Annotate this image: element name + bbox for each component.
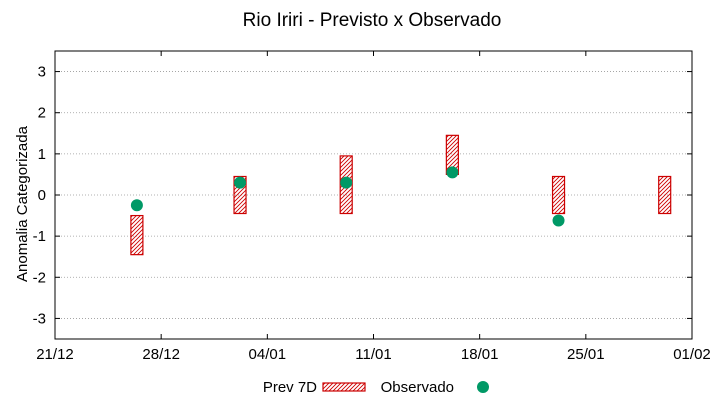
y-tick-label: -1: [33, 228, 46, 245]
x-tick-label: 04/01: [249, 346, 287, 363]
x-tick-label: 28/12: [142, 346, 180, 363]
data-marks: [130, 134, 672, 256]
y-tick-label: -2: [33, 269, 46, 286]
x-tick-label: 11/01: [355, 346, 391, 363]
y-tick-label: 0: [38, 187, 46, 204]
forecast-range-box: [551, 175, 566, 215]
y-tick-label: 1: [38, 146, 46, 163]
x-tick-label: 25/01: [567, 346, 605, 363]
grid-lines: [55, 71, 692, 319]
legend-label-observed: Observado: [381, 379, 454, 396]
observed-point: [446, 166, 459, 179]
plot-frame: [54, 50, 693, 340]
x-tick-label: 21/12: [36, 346, 74, 363]
forecast-range-box: [130, 214, 144, 256]
observed-point: [340, 176, 353, 189]
x-tick-label: 18/01: [461, 346, 499, 363]
observed-point: [552, 214, 565, 227]
legend-swatch-forecast: [322, 382, 366, 392]
legend-label-forecast: Prev 7D: [263, 379, 317, 396]
y-tick-label: 2: [38, 105, 46, 122]
y-axis-label: Anomalia Categorizada: [14, 125, 31, 282]
chart-title: Rio Iriri - Previsto x Observado: [243, 10, 502, 31]
x-tick-label: 01/02: [673, 346, 711, 363]
y-tick-label: 3: [38, 64, 46, 81]
legend: Prev 7D Observado: [263, 379, 489, 396]
observed-point: [234, 176, 247, 189]
observed-point: [130, 199, 143, 212]
y-tick-label: -3: [33, 310, 46, 327]
forecast-range-box: [658, 175, 672, 215]
legend-swatch-observed: [477, 381, 489, 393]
